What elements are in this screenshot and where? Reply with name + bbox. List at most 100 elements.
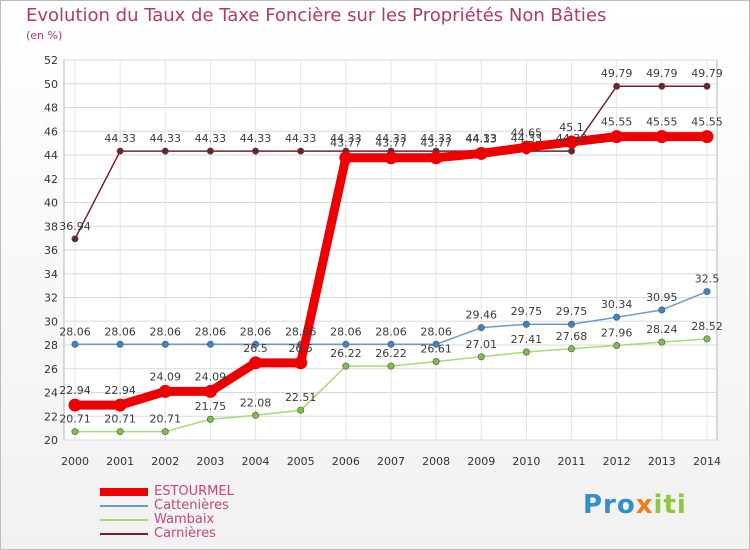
legend-item: Carnières — [100, 527, 234, 541]
data-label: 45.55 — [601, 116, 633, 129]
data-label: 24.09 — [150, 370, 182, 383]
data-label: 28.06 — [104, 325, 136, 338]
logo-part-1: Pro — [583, 490, 636, 520]
x-tick-label: 2012 — [603, 455, 631, 468]
data-label: 44.33 — [195, 132, 227, 145]
x-tick-label: 2008 — [422, 455, 450, 468]
chart-title: Evolution du Taux de Taxe Foncière sur l… — [26, 5, 607, 26]
data-point — [116, 147, 124, 155]
y-tick-label: 30 — [44, 315, 58, 328]
data-label: 45.1 — [559, 121, 584, 134]
data-label: 44.33 — [556, 132, 588, 145]
data-label: 36.94 — [59, 220, 91, 233]
data-label: 45.55 — [691, 116, 723, 129]
data-label: 22.94 — [104, 384, 136, 397]
data-label: 49.79 — [601, 67, 633, 80]
data-point — [565, 135, 579, 149]
data-point — [568, 147, 576, 155]
legend-label: Cattenières — [154, 498, 229, 513]
x-tick-label: 2005 — [287, 455, 315, 468]
data-label: 22.94 — [59, 384, 91, 397]
data-point — [522, 348, 530, 356]
data-label: 44.33 — [104, 132, 136, 145]
y-tick-label: 48 — [44, 102, 58, 115]
x-tick-label: 2003 — [196, 455, 224, 468]
data-label: 26.61 — [420, 343, 452, 356]
data-label: 28.06 — [59, 325, 91, 338]
data-label: 29.75 — [511, 305, 543, 318]
data-point — [206, 415, 214, 423]
data-point — [249, 356, 263, 370]
x-tick-label: 2002 — [151, 455, 179, 468]
data-point — [71, 428, 79, 436]
data-point — [71, 235, 79, 243]
data-label: 28.06 — [330, 325, 362, 338]
data-point — [610, 130, 624, 144]
x-tick-label: 2009 — [467, 455, 495, 468]
data-label: 26.5 — [288, 342, 313, 355]
data-label: 27.01 — [466, 338, 498, 351]
data-label: 28.06 — [195, 325, 227, 338]
x-tick-label: 2004 — [242, 455, 270, 468]
data-point — [158, 384, 172, 398]
data-point — [519, 140, 533, 154]
data-label: 44.33 — [375, 132, 407, 145]
legend-label: Carnières — [154, 526, 216, 541]
data-label: 28.52 — [691, 320, 723, 333]
data-point — [113, 398, 127, 412]
data-point — [477, 353, 485, 361]
data-label: 44.13 — [466, 132, 498, 145]
data-point — [68, 398, 82, 412]
data-point — [71, 340, 79, 348]
data-label: 27.68 — [556, 330, 588, 343]
data-label: 44.33 — [285, 132, 317, 145]
legend-label: Wambaix — [154, 512, 215, 527]
data-label: 27.41 — [511, 333, 543, 346]
data-label: 44.33 — [466, 132, 498, 145]
x-tick-label: 2006 — [332, 455, 360, 468]
data-point — [429, 151, 443, 165]
data-point — [203, 384, 217, 398]
data-point — [297, 147, 305, 155]
data-point — [252, 340, 260, 348]
data-label: 30.95 — [646, 291, 678, 304]
data-label: 30.34 — [601, 298, 633, 311]
y-tick-label: 38 — [44, 220, 58, 233]
data-point — [703, 288, 711, 296]
x-tick-label: 2001 — [106, 455, 134, 468]
data-point — [655, 130, 669, 144]
data-label: 28.06 — [420, 325, 452, 338]
y-tick-label: 26 — [44, 363, 58, 376]
data-label: 26.5 — [243, 342, 268, 355]
data-point — [116, 340, 124, 348]
data-point — [568, 345, 576, 353]
data-label: 49.79 — [691, 67, 723, 80]
y-tick-label: 50 — [44, 78, 58, 91]
legend-item: Wambaix — [100, 513, 234, 527]
legend-swatch — [100, 505, 148, 507]
data-label: 44.33 — [150, 132, 182, 145]
data-point — [297, 406, 305, 414]
data-label: 44.33 — [420, 132, 452, 145]
data-label: 32.5 — [695, 273, 720, 286]
data-point — [387, 362, 395, 370]
data-label: 28.06 — [240, 325, 272, 338]
data-point — [700, 130, 714, 144]
data-label: 43.77 — [375, 137, 407, 150]
data-label: 43.77 — [420, 137, 452, 150]
x-tick-label: 2007 — [377, 455, 405, 468]
x-tick-label: 2011 — [558, 455, 586, 468]
data-point — [613, 82, 621, 90]
data-point — [658, 306, 666, 314]
data-point — [342, 340, 350, 348]
x-tick-label: 2014 — [693, 455, 721, 468]
data-label: 27.96 — [601, 326, 633, 339]
data-point — [339, 151, 353, 165]
data-label: 29.46 — [466, 309, 498, 322]
legend-label: ESTOURMEL — [154, 484, 234, 499]
legend-swatch — [100, 519, 148, 521]
data-label: 44.33 — [511, 132, 543, 145]
data-label: 20.71 — [59, 413, 91, 426]
data-point — [252, 147, 260, 155]
proxiti-logo: Proxiti — [583, 490, 687, 520]
